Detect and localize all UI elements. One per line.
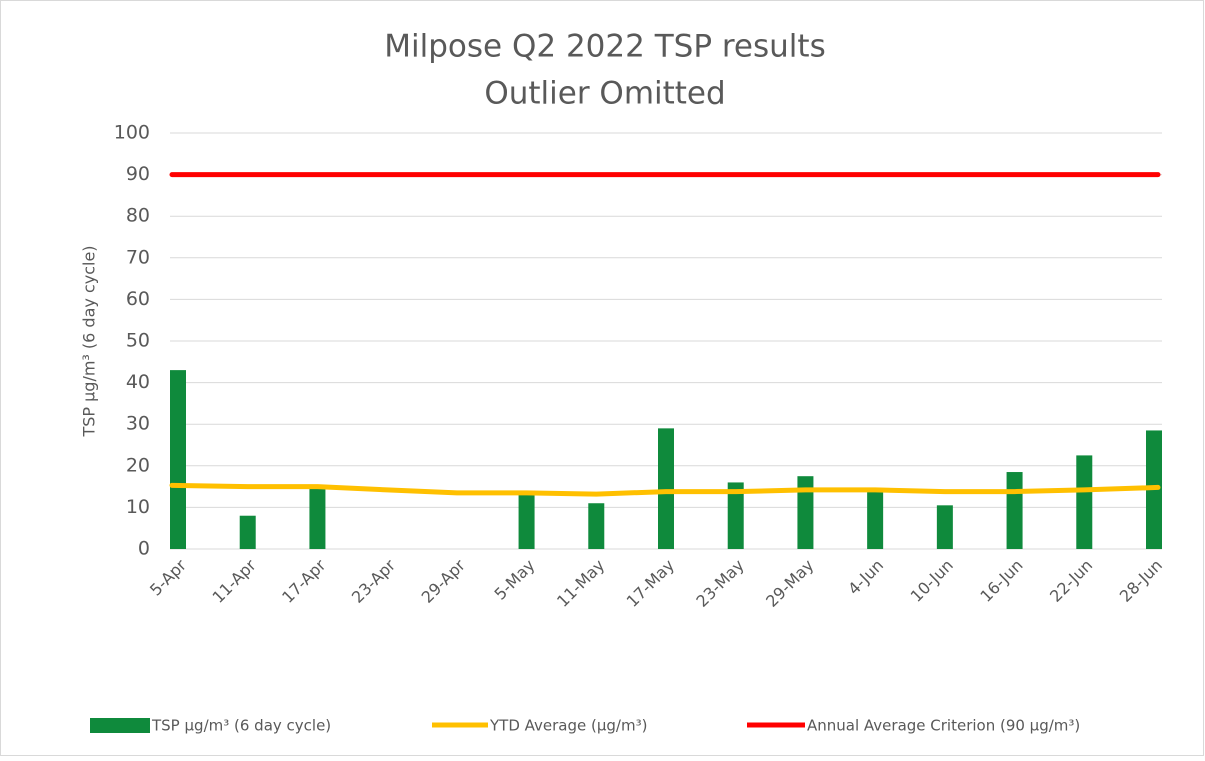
bar [867, 490, 884, 549]
y-tick-label: 100 [114, 122, 150, 144]
y-tick-label: 90 [126, 163, 150, 185]
y-tick-label: 20 [126, 454, 150, 476]
line [169, 482, 1161, 497]
bar [797, 476, 814, 549]
bar [1076, 455, 1093, 549]
bar [1006, 472, 1023, 549]
bar [588, 503, 605, 549]
bar [936, 505, 953, 549]
bar [309, 486, 326, 549]
y-tick-label: 30 [126, 413, 150, 435]
chart-title: Milpose Q2 2022 TSP results [384, 29, 825, 65]
legend-swatch [90, 718, 150, 733]
bar [658, 428, 674, 549]
y-tick-label: 0 [138, 538, 150, 560]
legend-label: TSP µg/m³ (6 day cycle) [151, 717, 331, 735]
bar [727, 482, 744, 549]
legend-label: YTD Average (µg/m³) [489, 717, 647, 735]
y-tick-label: 70 [126, 246, 150, 268]
y-tick-label: 40 [126, 371, 150, 393]
bar [239, 515, 256, 549]
y-tick-label: 50 [126, 330, 150, 352]
y-tick-label: 10 [126, 496, 150, 518]
bar [518, 490, 535, 549]
chart-subtitle: Outlier Omitted [484, 76, 725, 112]
bar [170, 370, 186, 549]
legend-label: Annual Average Criterion (90 µg/m³) [807, 717, 1080, 735]
y-axis-label: TSP µg/m³ (6 day cycle) [80, 245, 99, 437]
y-tick-label: 60 [126, 288, 150, 310]
y-tick-label: 80 [126, 205, 150, 227]
